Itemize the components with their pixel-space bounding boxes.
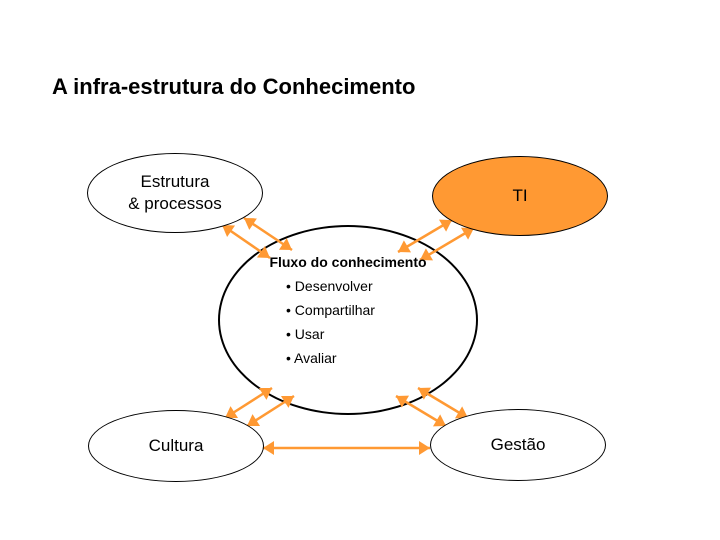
page-title: A infra-estrutura do Conhecimento — [52, 74, 415, 100]
center-item: • Desenvolver — [258, 278, 438, 294]
label-estrutura-processos: Estrutura & processos — [87, 153, 263, 233]
center-heading: Fluxo do conhecimento — [258, 254, 438, 270]
center-item: • Compartilhar — [258, 302, 438, 318]
label-gestao: Gestão — [430, 409, 606, 481]
label-cultura: Cultura — [88, 410, 264, 482]
center-item: • Usar — [258, 326, 438, 342]
center-content: Fluxo do conhecimento • Desenvolver • Co… — [258, 254, 438, 366]
label-ti: TI — [432, 156, 608, 236]
center-item: • Avaliar — [258, 350, 438, 366]
